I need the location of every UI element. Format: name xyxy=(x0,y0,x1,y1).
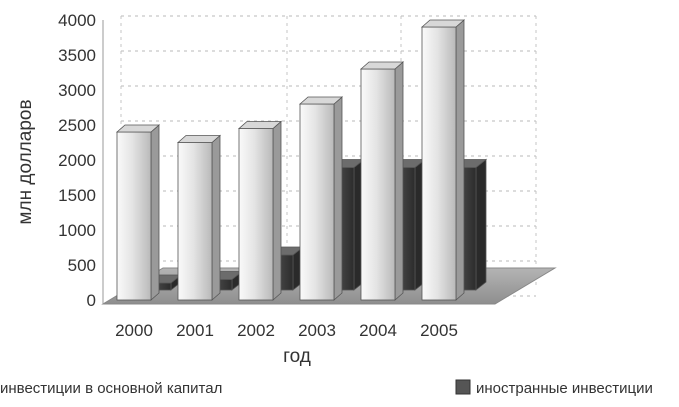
y-tick-label: 2500 xyxy=(58,116,96,135)
bar-fixed-capital-2003 xyxy=(298,96,344,301)
y-tick-label: 4000 xyxy=(58,11,96,30)
bar-front-face xyxy=(238,128,274,301)
y-tick-label: 2000 xyxy=(58,151,96,170)
bar-front-face xyxy=(360,68,396,301)
bar-side-face xyxy=(455,19,465,301)
y-tick-label: 1500 xyxy=(58,186,96,205)
x-tick-label: 2005 xyxy=(420,321,458,340)
bar-fixed-capital-2004 xyxy=(359,61,405,301)
legend-label-fixed-capital: инвестиции в основной капитал xyxy=(0,380,222,397)
y-tick-label: 500 xyxy=(68,256,96,275)
bar-side-face xyxy=(394,61,404,301)
bar-side-face xyxy=(475,158,487,291)
bar-side-face xyxy=(333,96,343,301)
bar-front-face xyxy=(421,26,457,301)
bar-side-face xyxy=(211,134,221,301)
x-tick-label: 2004 xyxy=(359,321,397,340)
bar-top-face xyxy=(359,61,405,70)
x-tick-label: 2002 xyxy=(237,321,275,340)
bar-top-face xyxy=(420,19,466,28)
bar-fixed-capital-2002 xyxy=(237,120,283,301)
bar-top-face xyxy=(237,121,283,129)
legend: инвестиции в основной капитал иностранны… xyxy=(0,379,653,397)
bar-top-face xyxy=(115,124,161,133)
y-tick-label: 3500 xyxy=(58,46,96,65)
y-axis-title: млн долларов xyxy=(15,99,36,224)
x-axis-title: год xyxy=(283,346,311,367)
bar-side-face xyxy=(150,124,160,301)
y-tick-label: 3000 xyxy=(58,81,96,100)
bar-fixed-capital-2000 xyxy=(115,124,161,301)
bar-front-face xyxy=(299,103,335,301)
bars-group xyxy=(115,19,488,301)
bar-top-face xyxy=(298,96,344,105)
bar-side-face xyxy=(272,120,282,301)
x-tick-label: 2000 xyxy=(115,321,153,340)
bar-top-face xyxy=(176,135,222,143)
legend-label-foreign: иностранные инвестиции xyxy=(476,380,653,397)
bar-front-face xyxy=(177,142,213,301)
bar-fixed-capital-2001 xyxy=(176,134,222,301)
legend-swatch-foreign xyxy=(455,379,471,395)
y-tick-label: 1000 xyxy=(58,221,96,240)
bar-fixed-capital-2005 xyxy=(420,19,466,301)
x-tick-label: 2003 xyxy=(298,321,336,340)
y-tick-label: 0 xyxy=(87,291,96,310)
bar-front-face xyxy=(116,131,152,301)
axes: 0 500 1000 1500 2000 2500 3000 3500 4000 2000 2001… xyxy=(58,11,458,340)
x-tick-label: 2001 xyxy=(176,321,214,340)
